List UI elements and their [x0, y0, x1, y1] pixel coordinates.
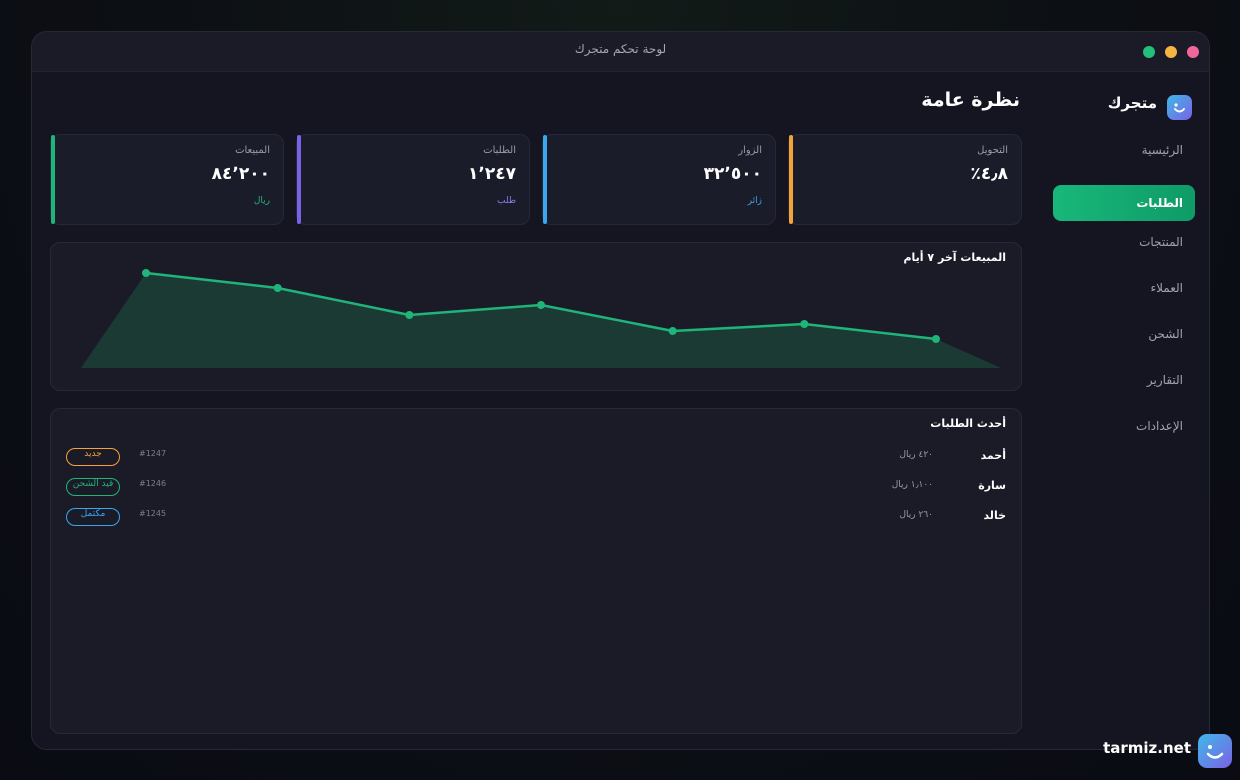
sidebar-item-label: المنتجات: [1139, 235, 1183, 249]
stat-card-conversion: التحويل ٤٫٨٪: [788, 134, 1022, 225]
sidebar-item-customers[interactable]: العملاء: [1053, 270, 1195, 306]
sales-point-7[interactable]: [932, 335, 940, 343]
order-amount: ٢٦٠ ريال: [899, 510, 933, 520]
table-row[interactable]: سارة ١٫١٠٠ ريال #1246 قيد الشحن: [51, 477, 1021, 499]
order-customer: أحمد: [980, 449, 1006, 462]
title-bar: لوحة تحكم متجرك: [32, 32, 1209, 72]
table-row[interactable]: خالد ٢٦٠ ريال #1245 مكتمل: [51, 507, 1021, 529]
table-row[interactable]: أحمد ٤٢٠ ريال #1247 جديد: [51, 447, 1021, 469]
status-badge: مكتمل: [66, 508, 120, 526]
smile-logo-icon[interactable]: [1198, 734, 1232, 768]
orders-title: أحدث الطلبات: [930, 417, 1006, 430]
sidebar-item-settings[interactable]: الإعدادات: [1053, 408, 1195, 444]
window-title: لوحة تحكم متجرك: [574, 42, 667, 56]
sidebar-item-orders[interactable]: الطلبات: [1053, 185, 1195, 221]
close-button[interactable]: [1187, 46, 1199, 58]
stat-card-sales: المبيعات ٨٤٬٢٠٠ ريال: [50, 134, 284, 225]
order-amount: ٤٢٠ ريال: [899, 450, 933, 460]
stat-value: ٤٫٨٪: [970, 164, 1009, 184]
sales-point-1[interactable]: [142, 269, 150, 277]
order-customer: سارة: [978, 479, 1006, 492]
stat-card-orders: الطلبات ١٬٢٤٧ طلب: [296, 134, 530, 225]
sales-point-5[interactable]: [668, 327, 677, 335]
recent-orders-panel: أحدث الطلبات أحمد ٤٢٠ ريال #1247 جديد سا…: [50, 408, 1022, 734]
stat-label: المبيعات: [235, 145, 270, 156]
chart-title: المبيعات آخر ٧ أيام: [903, 251, 1006, 264]
order-id: #1246: [139, 479, 167, 488]
sales-point-4[interactable]: [537, 301, 545, 309]
sales-chart-panel: المبيعات آخر ٧ أيام: [50, 242, 1022, 391]
stat-unit: زائر: [747, 196, 762, 206]
minimize-button[interactable]: [1165, 46, 1177, 58]
app-window: لوحة تحكم متجرك متجرك الرئيسية الطلبات ا…: [31, 31, 1210, 750]
smile-logo-icon: [1167, 95, 1192, 120]
stat-label: التحويل: [977, 145, 1008, 156]
sidebar-item-label: الرئيسية: [1141, 143, 1183, 157]
stat-accent-bar: [51, 135, 55, 224]
stat-label: الزوار: [738, 145, 762, 156]
status-badge: قيد الشحن: [66, 478, 120, 496]
order-id: #1247: [139, 449, 167, 458]
sidebar-item-reports[interactable]: التقارير: [1053, 362, 1195, 398]
sidebar-item-label: الطلبات: [1136, 196, 1183, 210]
page-title: نظرة عامة: [921, 89, 1020, 111]
sales-point-6[interactable]: [800, 320, 809, 328]
stat-label: الطلبات: [483, 145, 516, 156]
footer-brand[interactable]: tarmiz.net: [1103, 739, 1191, 757]
stat-accent-bar: [789, 135, 793, 224]
sales-area-fill: [81, 273, 1001, 368]
stat-accent-bar: [297, 135, 301, 224]
sidebar-item-products[interactable]: المنتجات: [1053, 224, 1195, 260]
status-badge: جديد: [66, 448, 120, 466]
sidebar-item-home[interactable]: الرئيسية: [1053, 132, 1195, 168]
stat-unit: ريال: [253, 196, 270, 206]
stat-card-visitors: الزوار ٣٢٬٥٠٠ زائر: [542, 134, 776, 225]
sidebar-item-label: الشحن: [1148, 327, 1183, 341]
stat-accent-bar: [543, 135, 547, 224]
sidebar-item-label: العملاء: [1150, 281, 1183, 295]
brand-name: متجرك: [1107, 94, 1157, 112]
sidebar-item-label: التقارير: [1146, 373, 1183, 387]
maximize-button[interactable]: [1143, 46, 1155, 58]
order-customer: خالد: [983, 509, 1006, 522]
sales-chart: [81, 269, 1001, 368]
stat-unit: طلب: [497, 196, 516, 206]
sidebar-item-label: الإعدادات: [1136, 419, 1183, 433]
stat-value: ٨٤٬٢٠٠: [211, 164, 270, 184]
sales-point-2[interactable]: [273, 284, 282, 292]
order-id: #1245: [139, 509, 167, 518]
stat-value: ١٬٢٤٧: [468, 164, 516, 184]
sidebar-item-shipping[interactable]: الشحن: [1053, 316, 1195, 352]
stat-value: ٣٢٬٥٠٠: [703, 164, 762, 184]
order-amount: ١٫١٠٠ ريال: [891, 480, 933, 490]
sales-point-3[interactable]: [405, 311, 414, 319]
